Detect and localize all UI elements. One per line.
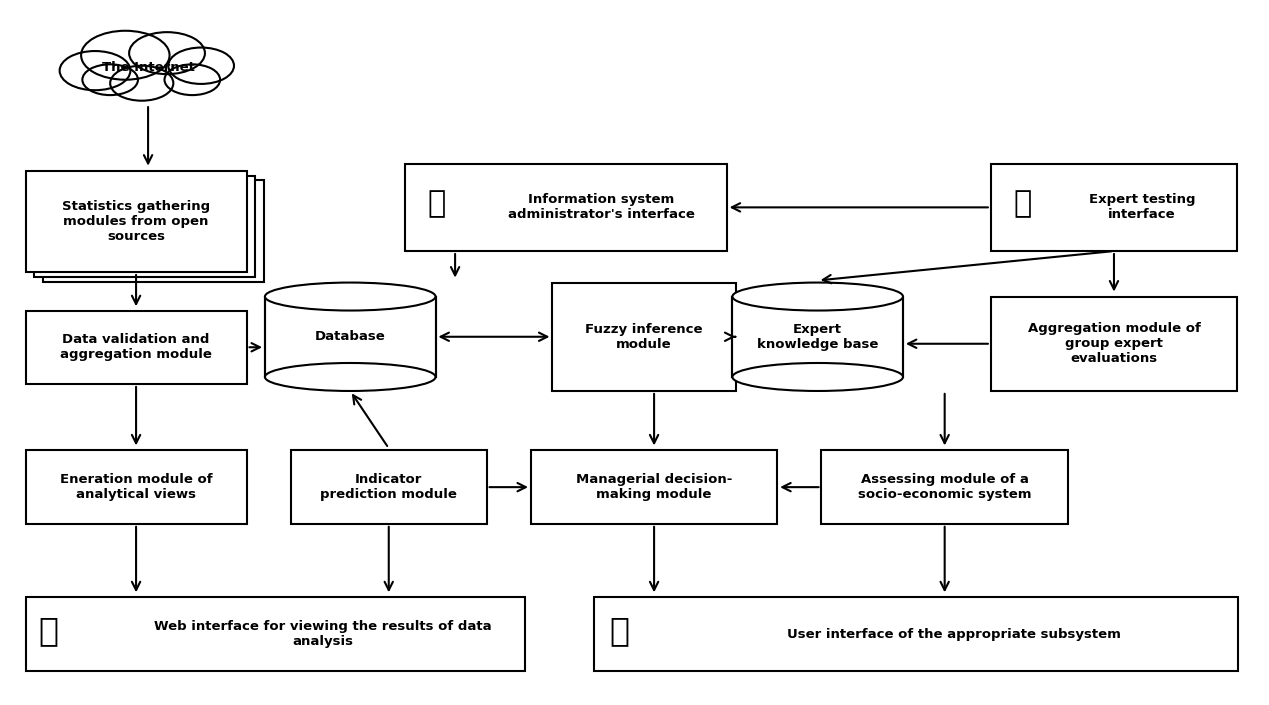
FancyBboxPatch shape [25, 450, 246, 524]
FancyBboxPatch shape [291, 450, 487, 524]
Text: Information system
administrator's interface: Information system administrator's inter… [508, 193, 694, 221]
FancyBboxPatch shape [991, 297, 1237, 391]
FancyBboxPatch shape [60, 53, 236, 85]
FancyBboxPatch shape [25, 171, 246, 272]
Text: Web interface for viewing the results of data
analysis: Web interface for viewing the results of… [155, 620, 492, 648]
Circle shape [81, 31, 170, 80]
Text: 👤: 👤 [428, 190, 445, 219]
Circle shape [169, 47, 233, 84]
FancyBboxPatch shape [405, 164, 727, 251]
Text: 👥: 👥 [1014, 190, 1032, 219]
Text: Expert testing
interface: Expert testing interface [1089, 193, 1195, 221]
Text: Indicator
prediction module: Indicator prediction module [320, 473, 457, 501]
FancyBboxPatch shape [821, 450, 1067, 524]
FancyBboxPatch shape [530, 450, 778, 524]
FancyBboxPatch shape [25, 310, 246, 384]
Text: Managerial decision-
making module: Managerial decision- making module [576, 473, 732, 501]
Ellipse shape [265, 283, 435, 310]
Text: Database: Database [315, 330, 386, 343]
Text: Fuzzy inference
module: Fuzzy inference module [585, 323, 703, 351]
Text: Statistics gathering
modules from open
sources: Statistics gathering modules from open s… [62, 200, 211, 243]
FancyBboxPatch shape [732, 297, 904, 377]
Text: Aggregation module of
group expert
evaluations: Aggregation module of group expert evalu… [1028, 322, 1200, 365]
Ellipse shape [265, 363, 435, 391]
FancyBboxPatch shape [43, 180, 264, 282]
Circle shape [110, 66, 174, 101]
FancyBboxPatch shape [34, 176, 255, 277]
Circle shape [129, 32, 204, 74]
Circle shape [165, 64, 220, 95]
FancyBboxPatch shape [265, 297, 435, 377]
Ellipse shape [732, 283, 904, 310]
Text: 🧑: 🧑 [609, 614, 629, 647]
Circle shape [60, 51, 131, 90]
FancyBboxPatch shape [552, 283, 736, 391]
Text: 🌐: 🌐 [38, 614, 58, 647]
Text: User interface of the appropriate subsystem: User interface of the appropriate subsys… [787, 627, 1121, 641]
Text: The Internet: The Internet [102, 61, 194, 74]
FancyBboxPatch shape [25, 597, 524, 670]
FancyBboxPatch shape [991, 164, 1237, 251]
Text: Expert
knowledge base: Expert knowledge base [758, 323, 878, 351]
Text: Data validation and
aggregation module: Data validation and aggregation module [60, 333, 212, 361]
Text: Assessing module of a
socio-economic system: Assessing module of a socio-economic sys… [858, 473, 1032, 501]
Circle shape [82, 64, 138, 95]
Ellipse shape [732, 363, 904, 391]
FancyBboxPatch shape [594, 597, 1239, 670]
Text: Eneration module of
analytical views: Eneration module of analytical views [60, 473, 212, 501]
